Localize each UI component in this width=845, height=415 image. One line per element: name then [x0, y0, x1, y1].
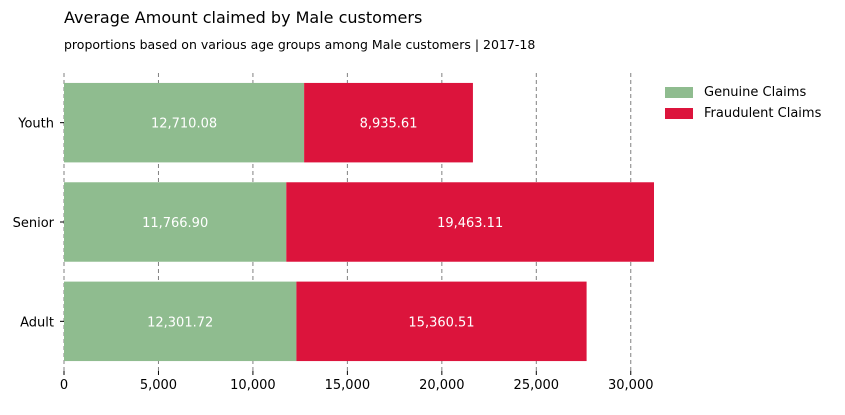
- data-label: 11,766.90: [142, 216, 208, 231]
- bar-genuine-youth: [64, 82, 305, 163]
- bar-fraudulent-adult: [296, 281, 587, 362]
- bars: [64, 82, 655, 362]
- legend-swatch-genuine: [665, 87, 693, 98]
- y-axis: Youth Senior Adult: [13, 117, 64, 330]
- data-label: 12,710.08: [151, 117, 217, 132]
- legend-item-genuine: Genuine Claims: [665, 82, 821, 103]
- legend-label-fraudulent: Fraudulent Claims: [704, 106, 822, 121]
- y-tick-label: Adult: [20, 315, 54, 330]
- x-tick-label: 10,000: [230, 378, 276, 393]
- bar-fraudulent-senior: [286, 182, 655, 262]
- legend: Genuine Claims Fraudulent Claims: [665, 82, 821, 124]
- legend-item-fraudulent: Fraudulent Claims: [665, 103, 821, 124]
- value-labels: 12,710.08 8,935.61 11,766.90 19,463.11 12,30…: [142, 117, 503, 331]
- x-tick-label: 15,000: [325, 378, 371, 393]
- x-tick-label: 30,000: [608, 378, 654, 393]
- chart-title: Average Amount claimed by Male customers: [64, 8, 423, 27]
- legend-label-genuine: Genuine Claims: [704, 85, 807, 100]
- data-label: 15,360.51: [408, 315, 474, 330]
- x-tick-label: 20,000: [419, 378, 465, 393]
- y-tick-label: Senior: [13, 216, 55, 231]
- x-tick-label: 25,000: [514, 378, 560, 393]
- bar-fraudulent-youth: [304, 82, 473, 163]
- data-label: 12,301.72: [147, 315, 213, 330]
- chart-subtitle: proportions based on various age groups …: [64, 37, 536, 52]
- y-tick-label: Youth: [17, 117, 54, 132]
- x-tick-label: 0: [60, 378, 68, 393]
- data-label: 8,935.61: [360, 117, 418, 132]
- bar-genuine-adult: [64, 281, 297, 362]
- bar-genuine-senior: [64, 182, 287, 262]
- x-tick-label: 5,000: [140, 378, 177, 393]
- x-axis: 0 5,000 10,000 15,000 20,000 25,000 30,000: [60, 371, 654, 393]
- data-label: 19,463.11: [437, 216, 503, 231]
- legend-swatch-fraudulent: [665, 108, 693, 119]
